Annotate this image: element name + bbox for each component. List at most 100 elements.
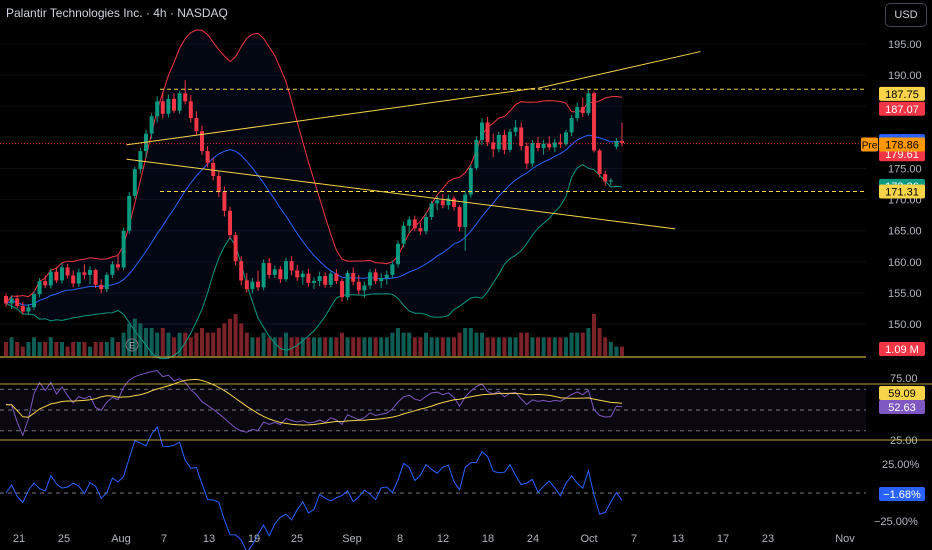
- candle: [440, 194, 445, 209]
- candle: [82, 264, 87, 280]
- pre-market-tag: Pre: [862, 140, 878, 151]
- earnings-marker-label: E: [129, 341, 135, 351]
- volume-bar: [172, 337, 176, 356]
- candle-body: [524, 146, 529, 164]
- candle: [284, 257, 288, 282]
- candle-body: [166, 98, 171, 114]
- volume-bar: [491, 337, 496, 356]
- candle-body: [345, 272, 350, 298]
- candle-body: [480, 122, 484, 140]
- candle: [228, 206, 232, 240]
- candle: [586, 88, 591, 116]
- time-tick-label: 8: [397, 533, 403, 545]
- candle-body: [485, 122, 490, 143]
- volume-bar: [564, 337, 568, 356]
- volume-bar: [580, 332, 585, 356]
- candle: [32, 291, 36, 311]
- volume-bar: [356, 337, 361, 356]
- volume-bar: [9, 337, 14, 356]
- candle-body: [401, 225, 406, 244]
- candle: [530, 139, 535, 167]
- candle: [334, 269, 339, 285]
- candle: [4, 293, 8, 307]
- candle: [317, 271, 322, 287]
- time-tick-label: Aug: [111, 533, 131, 545]
- rsi-value-badge: 52.63: [879, 400, 925, 414]
- candle-body: [121, 230, 126, 268]
- candle-body: [457, 207, 462, 227]
- candle-body: [127, 195, 132, 231]
- candle: [88, 266, 92, 285]
- oscillator-value-badge: −1.68%: [879, 487, 925, 501]
- volume-bar: [519, 332, 524, 356]
- candle-body: [60, 267, 64, 281]
- candle: [188, 95, 193, 123]
- time-axis: 21 25 Aug 7 13 19 25 Sep 8 12 18 24 Oct 7 13 17 23 Nov: [13, 533, 855, 545]
- bollinger-lower-line: [5, 164, 623, 360]
- price-badge-value: 187.75: [885, 89, 919, 101]
- volume-bar: [15, 342, 20, 356]
- upper-channel-trendline: [126, 87, 536, 146]
- volume-bar: [379, 337, 384, 356]
- volume-bar: [149, 328, 154, 356]
- volume-bar: [440, 337, 445, 356]
- candle-body: [37, 281, 42, 295]
- candle-body: [362, 285, 367, 291]
- rsi-pane: [0, 369, 866, 437]
- time-tick-label: 13: [203, 533, 215, 545]
- candle: [272, 265, 277, 278]
- candle-body: [328, 273, 333, 285]
- oscillator-line: [5, 425, 623, 550]
- candle-body: [267, 263, 272, 275]
- candle: [127, 192, 132, 234]
- candle-body: [620, 141, 624, 143]
- candle-body: [569, 118, 574, 133]
- candle-body: [379, 277, 384, 282]
- candle-body: [608, 180, 613, 182]
- panel-separators: [0, 383, 932, 441]
- candle: [200, 125, 204, 155]
- currency-button[interactable]: USD: [885, 3, 927, 27]
- time-tick-label: 19: [248, 533, 260, 545]
- candle: [48, 268, 53, 289]
- volume-bar: [205, 332, 210, 356]
- volume-bar: [138, 323, 143, 356]
- volume-bar: [463, 328, 468, 356]
- volume-bar: [485, 337, 490, 356]
- candle-body: [20, 305, 25, 312]
- volume-bar: [116, 342, 120, 356]
- volume-bar: [300, 337, 305, 356]
- candle-body: [323, 276, 328, 285]
- candle: [345, 270, 350, 301]
- candle-body: [614, 141, 619, 147]
- volume-bar: [373, 337, 378, 356]
- candle-body: [306, 273, 311, 283]
- rsi-tick-label: 75.00: [890, 373, 918, 385]
- volume-bar: [211, 332, 216, 356]
- rsi-ma-badge-value: 59.09: [888, 388, 916, 400]
- rsi-line: [6, 369, 623, 437]
- candle-body: [99, 284, 104, 290]
- candle-body: [300, 273, 305, 278]
- candle-body: [216, 175, 221, 193]
- price-badge-value: 178.86: [885, 139, 919, 151]
- candle-body: [474, 139, 479, 168]
- rsi-ma-line: [6, 378, 623, 426]
- volume-bar: [608, 342, 613, 356]
- volume-bar: [558, 337, 563, 356]
- volume-badge: 1.09 M: [879, 342, 925, 356]
- candle-body: [200, 131, 204, 152]
- oscillator-tick-label: −25.00%: [874, 516, 918, 528]
- candle: [384, 270, 389, 285]
- volume-bar: [480, 332, 484, 356]
- volume-bar: [502, 337, 507, 356]
- price-tick-label: 150.00: [888, 319, 922, 331]
- candle: [261, 259, 266, 291]
- candle-body: [496, 134, 501, 150]
- candle-body: [15, 298, 20, 306]
- volume-bar: [435, 337, 440, 356]
- rsi-ma-badge: 59.09: [879, 386, 925, 400]
- candle-body: [468, 167, 473, 195]
- candle-body: [9, 298, 14, 304]
